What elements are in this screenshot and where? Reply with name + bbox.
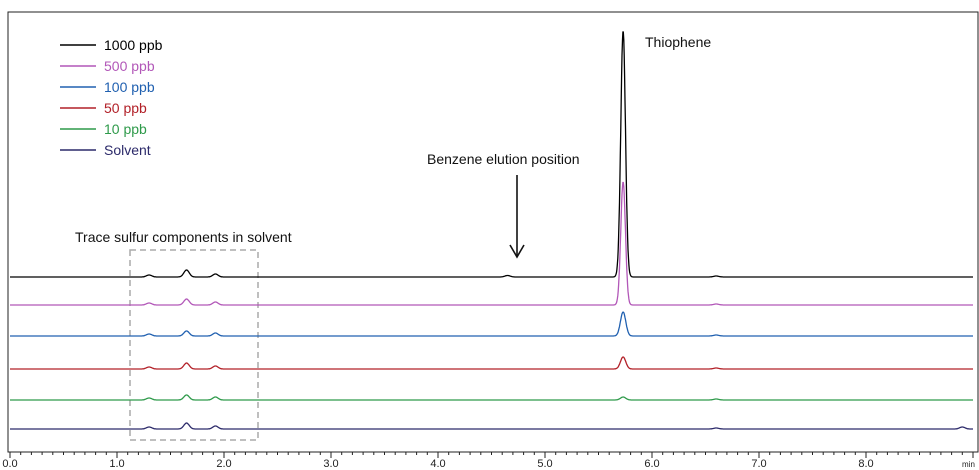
series-line-100-ppb <box>10 311 973 337</box>
benzene-arrow-icon <box>509 175 525 259</box>
x-tick-label: 6.0 <box>644 458 659 470</box>
x-tick-label: 2.0 <box>216 458 231 470</box>
trace-sulfur-label: Trace sulfur components in solvent <box>75 229 292 245</box>
x-tick-label: 7.0 <box>751 458 766 470</box>
legend-label: 10 ppb <box>104 121 147 137</box>
series-line-10-ppb <box>10 394 973 401</box>
series-line-solvent <box>10 422 973 430</box>
x-tick-label: 0.0 <box>2 458 17 470</box>
series-line-1000-ppb <box>10 31 973 278</box>
legend: 1000 ppb 500 ppb 100 ppb 50 ppb 10 ppb Solven… <box>60 37 163 158</box>
legend-label: 500 ppb <box>104 58 155 74</box>
benzene-label: Benzene elution position <box>427 151 580 167</box>
x-tick-label: 3.0 <box>323 458 338 470</box>
x-tick-label: 5.0 <box>537 458 552 470</box>
thiophene-label: Thiophene <box>645 34 711 50</box>
x-tick-label: 8.0 <box>858 458 873 470</box>
trace-sulfur-box <box>129 249 259 441</box>
series-line-500-ppb <box>10 181 973 306</box>
plot-frame <box>7 11 979 453</box>
legend-label: 50 ppb <box>104 100 147 116</box>
legend-label: Solvent <box>104 142 151 158</box>
x-tick-label: 4.0 <box>430 458 445 470</box>
traces-group <box>10 31 973 430</box>
x-axis: 0.0 1.0 2.0 3.0 4.0 5.0 6.0 7.0 8.0 <box>2 452 974 470</box>
x-tick-label: 1.0 <box>109 458 124 470</box>
legend-label: 100 ppb <box>104 79 155 95</box>
series-line-50-ppb <box>10 356 973 370</box>
x-unit-label: min <box>962 460 975 469</box>
legend-label: 1000 ppb <box>104 37 163 53</box>
